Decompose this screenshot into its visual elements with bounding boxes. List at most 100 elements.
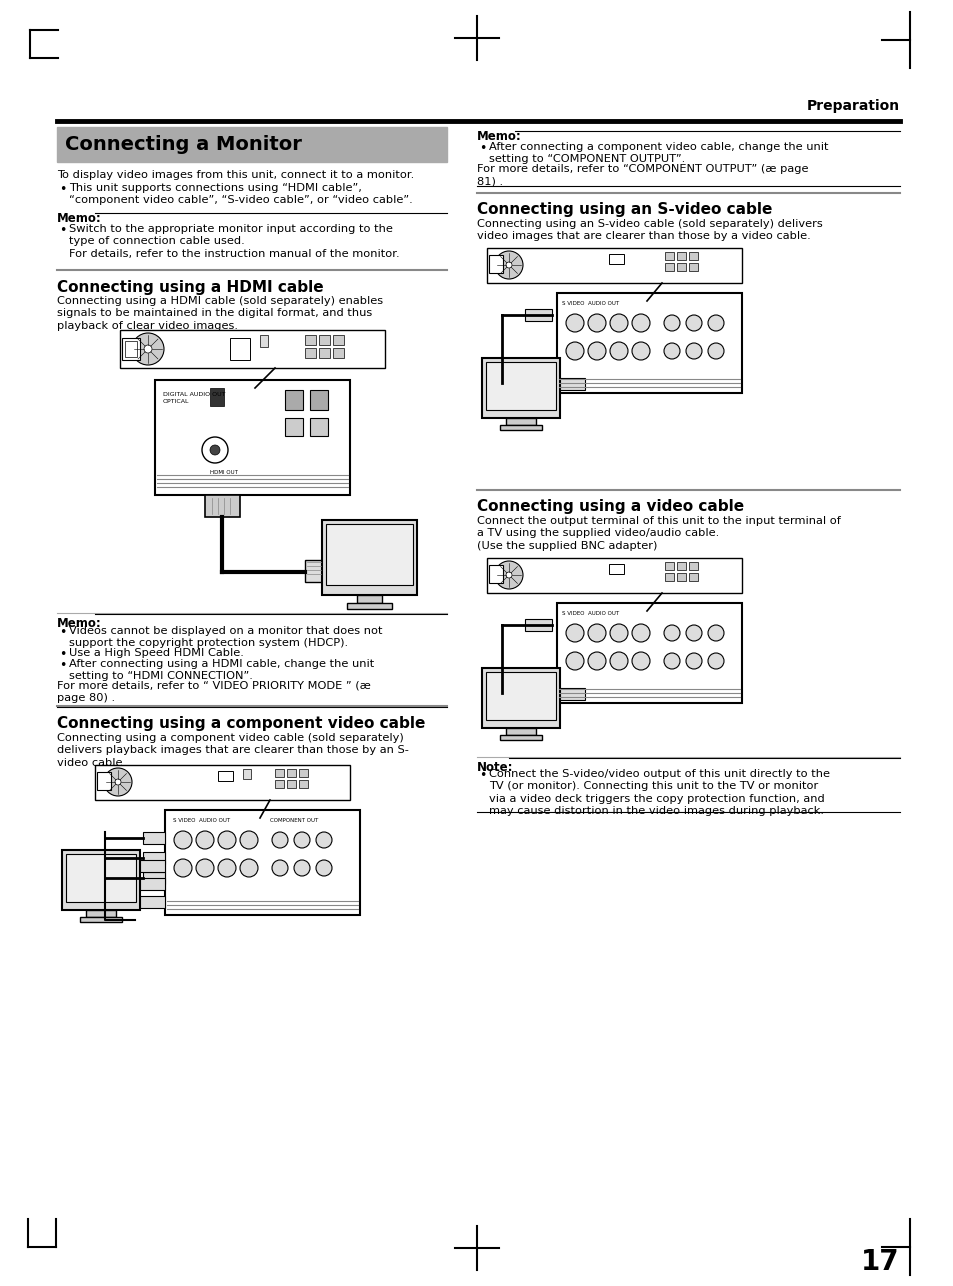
Text: Connecting using a HDMI cable: Connecting using a HDMI cable xyxy=(57,280,323,294)
Circle shape xyxy=(202,437,228,463)
FancyBboxPatch shape xyxy=(165,810,359,916)
Text: Connect the output terminal of this unit to the input terminal of
a TV using the: Connect the output terminal of this unit… xyxy=(476,516,840,550)
FancyBboxPatch shape xyxy=(260,334,268,347)
Circle shape xyxy=(663,315,679,331)
FancyBboxPatch shape xyxy=(664,264,673,271)
Circle shape xyxy=(587,624,605,642)
Text: Use a High Speed HDMI Cable.: Use a High Speed HDMI Cable. xyxy=(69,648,244,658)
Text: After connecting using a HDMI cable, change the unit
setting to “HDMI CONNECTION: After connecting using a HDMI cable, cha… xyxy=(69,658,374,682)
Text: Preparation: Preparation xyxy=(806,99,899,113)
Text: •: • xyxy=(59,224,67,237)
FancyBboxPatch shape xyxy=(298,781,308,788)
FancyBboxPatch shape xyxy=(310,418,328,436)
Circle shape xyxy=(294,860,310,876)
FancyBboxPatch shape xyxy=(677,562,685,570)
FancyBboxPatch shape xyxy=(489,565,502,583)
FancyBboxPatch shape xyxy=(333,334,344,345)
FancyBboxPatch shape xyxy=(559,688,584,700)
FancyBboxPatch shape xyxy=(559,378,584,390)
FancyBboxPatch shape xyxy=(481,358,559,418)
Circle shape xyxy=(144,345,152,352)
FancyBboxPatch shape xyxy=(688,252,698,260)
FancyBboxPatch shape xyxy=(210,388,224,406)
FancyBboxPatch shape xyxy=(326,523,413,585)
FancyBboxPatch shape xyxy=(140,878,165,890)
Circle shape xyxy=(315,860,332,876)
FancyBboxPatch shape xyxy=(66,854,136,901)
FancyBboxPatch shape xyxy=(140,860,165,872)
FancyBboxPatch shape xyxy=(80,917,122,922)
Text: Connect the S-video/video output of this unit directly to the
TV (or monitor). C: Connect the S-video/video output of this… xyxy=(489,769,829,817)
Circle shape xyxy=(609,624,627,642)
Circle shape xyxy=(115,779,121,784)
FancyBboxPatch shape xyxy=(688,562,698,570)
Text: Memo:: Memo: xyxy=(476,130,521,143)
FancyBboxPatch shape xyxy=(677,574,685,581)
FancyBboxPatch shape xyxy=(122,338,140,360)
Circle shape xyxy=(587,652,605,670)
FancyBboxPatch shape xyxy=(485,673,556,720)
Text: •: • xyxy=(59,648,67,661)
Circle shape xyxy=(685,653,701,669)
Text: To display video images from this unit, connect it to a monitor.: To display video images from this unit, … xyxy=(57,170,414,180)
FancyBboxPatch shape xyxy=(243,769,251,779)
FancyBboxPatch shape xyxy=(57,127,447,162)
Circle shape xyxy=(663,625,679,640)
Text: S VIDEO  AUDIO OUT: S VIDEO AUDIO OUT xyxy=(561,611,618,616)
Circle shape xyxy=(707,625,723,640)
FancyBboxPatch shape xyxy=(140,896,165,908)
Text: OPTICAL: OPTICAL xyxy=(163,399,190,404)
FancyBboxPatch shape xyxy=(557,603,741,703)
FancyBboxPatch shape xyxy=(486,248,741,283)
FancyBboxPatch shape xyxy=(608,565,623,574)
Text: •: • xyxy=(59,183,67,195)
Text: For more details, refer to “COMPONENT OUTPUT” (æ page
81) .: For more details, refer to “COMPONENT OU… xyxy=(476,165,807,186)
Circle shape xyxy=(173,831,192,849)
Text: COMPONENT OUT: COMPONENT OUT xyxy=(270,818,318,823)
Text: Note:: Note: xyxy=(476,761,513,774)
FancyBboxPatch shape xyxy=(505,728,536,736)
FancyBboxPatch shape xyxy=(97,772,111,790)
Text: Connecting using a video cable: Connecting using a video cable xyxy=(476,499,743,514)
Circle shape xyxy=(218,859,235,877)
FancyBboxPatch shape xyxy=(505,418,536,424)
FancyBboxPatch shape xyxy=(499,736,541,739)
FancyBboxPatch shape xyxy=(298,769,308,777)
Text: Memo:: Memo: xyxy=(57,212,102,225)
Circle shape xyxy=(685,315,701,331)
FancyBboxPatch shape xyxy=(318,334,330,345)
Text: This unit supports connections using “HDMI cable”,
“component video cable”, “S-v: This unit supports connections using “HD… xyxy=(69,183,413,206)
Text: After connecting a component video cable, change the unit
setting to “COMPONENT : After connecting a component video cable… xyxy=(489,141,827,165)
Circle shape xyxy=(505,572,512,577)
FancyBboxPatch shape xyxy=(557,293,741,394)
Text: Connecting a Monitor: Connecting a Monitor xyxy=(65,135,301,154)
FancyBboxPatch shape xyxy=(318,349,330,358)
FancyBboxPatch shape xyxy=(310,390,328,410)
Circle shape xyxy=(272,860,288,876)
FancyBboxPatch shape xyxy=(218,772,233,781)
Circle shape xyxy=(495,561,522,589)
Circle shape xyxy=(707,315,723,331)
FancyBboxPatch shape xyxy=(287,781,295,788)
Text: Connecting using an S-video cable: Connecting using an S-video cable xyxy=(476,202,772,217)
FancyBboxPatch shape xyxy=(688,264,698,271)
FancyBboxPatch shape xyxy=(608,255,623,264)
Circle shape xyxy=(173,859,192,877)
FancyBboxPatch shape xyxy=(86,910,116,917)
FancyBboxPatch shape xyxy=(205,495,240,517)
FancyBboxPatch shape xyxy=(285,390,303,410)
FancyBboxPatch shape xyxy=(485,361,556,410)
FancyBboxPatch shape xyxy=(120,331,385,368)
Circle shape xyxy=(210,445,220,455)
FancyBboxPatch shape xyxy=(143,832,165,844)
Text: HDMI OUT: HDMI OUT xyxy=(210,469,237,475)
FancyBboxPatch shape xyxy=(664,252,673,260)
FancyBboxPatch shape xyxy=(524,619,552,631)
Text: DIGITAL AUDIO OUT: DIGITAL AUDIO OUT xyxy=(163,392,225,397)
Circle shape xyxy=(272,832,288,847)
Circle shape xyxy=(663,343,679,359)
FancyBboxPatch shape xyxy=(125,341,137,358)
Circle shape xyxy=(707,343,723,359)
Text: For more details, refer to “ VIDEO PRIORITY MODE ” (æ
page 80) .: For more details, refer to “ VIDEO PRIOR… xyxy=(57,682,371,703)
FancyBboxPatch shape xyxy=(230,338,250,360)
